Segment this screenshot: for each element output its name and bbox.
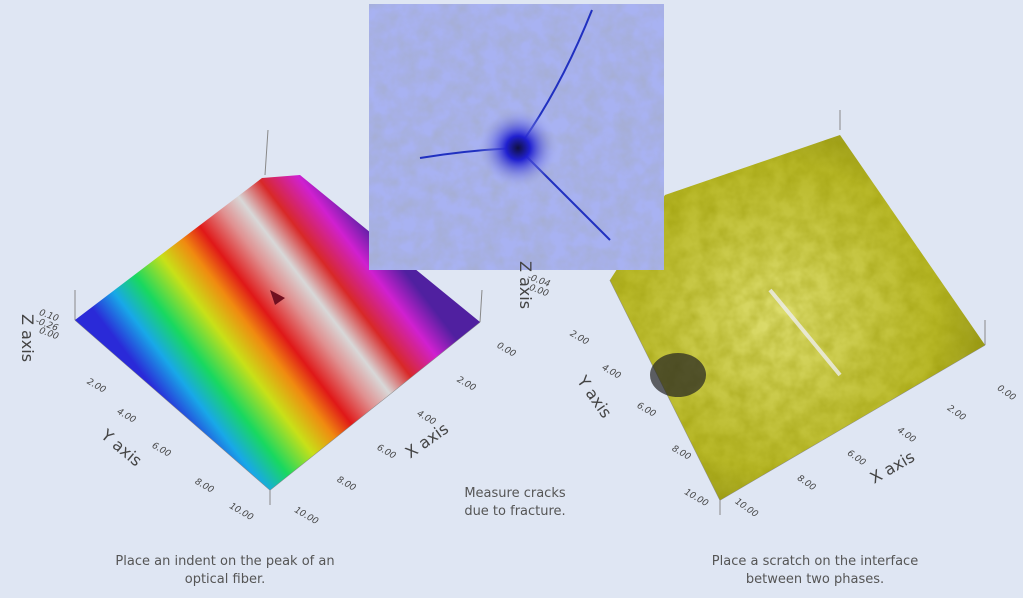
y-tick-label: 2.00 [568,329,591,348]
y-tick-label: 2.00 [85,377,108,396]
x-tick-label: 2.00 [455,375,478,394]
y-axis-label: Y axis [97,425,146,470]
x-tick-label: 10.00 [292,505,320,527]
y-axis-label: Y axis [573,371,616,421]
caption: between two phases. [746,572,884,587]
y-tick-label: 6.00 [635,401,658,420]
y-tick-label: 10.00 [227,501,255,523]
caption: Place a scratch on the interface [712,554,918,569]
figure: Place an indent on the peak of an optical… [0,0,1023,598]
y-tick-label: 6.00 [150,441,173,460]
right-plot [610,110,985,515]
y-tick-label: 8.00 [670,444,693,463]
x-tick-label: 6.00 [845,449,867,469]
caption: Measure cracks [464,486,566,501]
x-tick-label: 4.00 [895,426,917,446]
x-tick-label: 2.00 [945,404,967,424]
y-tick-label: 4.00 [600,363,623,382]
y-tick-label: 4.00 [115,407,138,426]
z-axis-label: Z axis [516,261,535,309]
x-tick-label: 0.00 [995,384,1017,404]
x-tick-label: 8.00 [335,475,358,494]
z-axis-label: Z axis [18,314,37,362]
x-tick-label: 6.00 [375,443,398,462]
y-tick-label: 8.00 [193,477,216,496]
caption: Place an indent on the peak of an [115,554,334,569]
y-tick-label: 10.00 [682,487,710,509]
x-tick-label: 8.00 [795,474,817,494]
x-tick-label: 0.00 [495,341,518,360]
caption: due to fracture. [464,504,565,519]
crack-image [369,4,664,270]
x-axis-label: X axis [867,447,918,488]
x-axis-label: X axis [402,419,452,462]
x-tick-label: 10.00 [733,497,760,520]
caption: optical fiber. [185,572,266,587]
